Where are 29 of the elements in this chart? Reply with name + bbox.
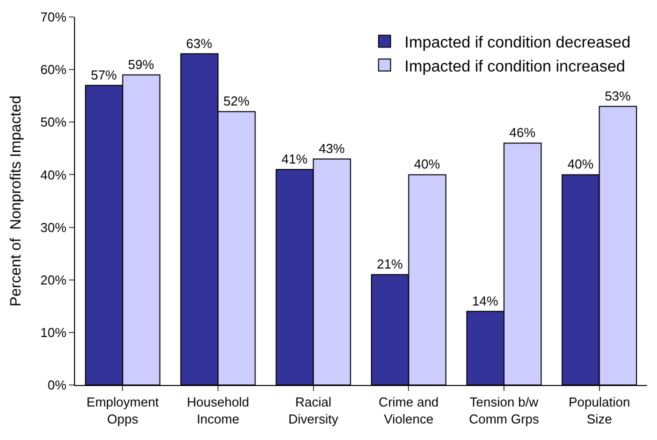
y-tick-label: 40% (40, 167, 67, 182)
y-tick-label: 60% (40, 62, 67, 78)
data-label: 53% (604, 88, 632, 104)
x-tick-label: Population Size (568, 394, 630, 426)
x-tick-label: Employment Opps (86, 394, 160, 426)
y-tick-label: 30% (40, 220, 67, 235)
data-label: 57% (90, 67, 118, 82)
y-tick-label: 70% (40, 10, 67, 25)
legend-label: Impacted if condition decreased (404, 34, 630, 52)
data-label: 46% (509, 125, 536, 140)
y-tick-label: 10% (40, 324, 67, 340)
y-tick-label: 0% (48, 378, 67, 393)
x-tick-label: Racial Diversity (288, 394, 339, 426)
data-label: 40% (414, 156, 440, 172)
data-label: 52% (223, 94, 250, 109)
y-tick-label: 50% (40, 114, 67, 130)
legend-label: Impacted if condition increased (404, 58, 626, 76)
data-label: 43% (318, 140, 346, 156)
data-label: 63% (186, 36, 213, 51)
data-label: 14% (472, 293, 499, 308)
x-tick-label: Tension b/w Comm Grps (468, 394, 540, 426)
x-tick-label: Crime and Violence (378, 394, 439, 426)
data-label: 40% (568, 156, 594, 172)
data-label: 59% (128, 56, 154, 72)
data-label: 41% (282, 151, 308, 166)
data-label: 21% (376, 256, 404, 272)
y-tick-label: 20% (40, 272, 67, 288)
y-axis-title: Percent of Nonprofits Impacted (8, 96, 25, 306)
x-tick-label: Household Income (186, 394, 250, 426)
